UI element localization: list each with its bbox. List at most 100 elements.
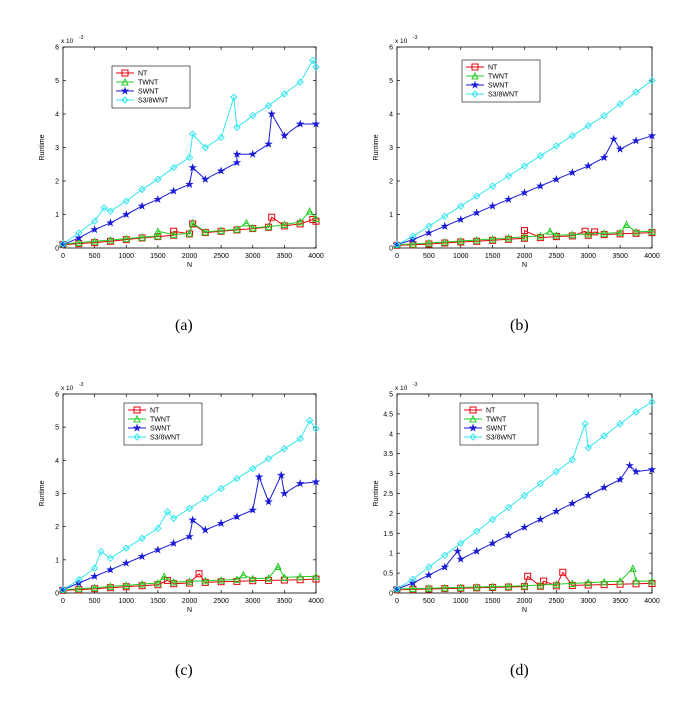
data-point <box>552 142 561 150</box>
data-point <box>599 483 609 492</box>
data-point <box>153 545 163 554</box>
y-exponent-label: x 10 <box>395 38 408 45</box>
data-point <box>296 78 304 86</box>
x-tick-label: 3000 <box>245 598 261 605</box>
legend-label: SWNT <box>486 426 507 433</box>
data-point <box>106 207 115 215</box>
data-point <box>274 562 282 570</box>
data-point <box>599 153 609 162</box>
data-point <box>122 210 131 219</box>
data-point <box>217 575 225 584</box>
data-point <box>600 231 608 239</box>
legend-marker <box>120 86 130 95</box>
data-point <box>201 525 210 534</box>
data-point <box>296 435 304 443</box>
data-point <box>488 538 497 547</box>
data-point <box>629 564 637 572</box>
series-swnt <box>58 470 321 594</box>
legend-marker <box>133 406 141 414</box>
data-point <box>264 101 273 110</box>
x-tick-label: 2500 <box>549 253 565 260</box>
x-tick-label: 1000 <box>453 253 469 260</box>
data-point <box>185 179 194 188</box>
data-point <box>505 235 513 243</box>
x-tick-label: 1500 <box>150 598 166 605</box>
chart-panel-d: 0 500 1000 1500 2000 2500 3000 3500 4000 0 0.5 1 1.5… <box>373 382 660 614</box>
series-line <box>396 223 653 246</box>
y-tick-label: 0 <box>55 591 59 598</box>
data-point <box>280 573 289 581</box>
data-point <box>185 577 194 585</box>
data-point <box>647 465 657 474</box>
data-point <box>185 504 194 513</box>
legend-label: S3/8WNT <box>488 92 519 99</box>
data-point <box>648 229 656 237</box>
legend: NT TWNT SWNT S3/8WNT <box>461 59 541 103</box>
x-tick-label: 4000 <box>308 598 324 605</box>
legend-marker <box>133 414 141 423</box>
data-point <box>97 547 105 556</box>
data-point <box>472 527 481 536</box>
data-point <box>154 581 162 589</box>
y-tick-label: 0 <box>55 246 59 253</box>
y-exponent-power: -3 <box>79 35 84 41</box>
chart-panel-b: 0 500 1000 1500 2000 2500 3000 3500 4000 0 1 2 3 4 5 6x… <box>373 35 660 269</box>
data-point <box>106 554 115 562</box>
data-point <box>457 202 465 210</box>
data-point <box>552 233 560 241</box>
data-point <box>312 214 320 223</box>
y-tick-label: 0 <box>389 591 393 598</box>
data-point <box>106 218 115 227</box>
x-tick-label: 0 <box>61 598 65 605</box>
data-point <box>472 208 481 217</box>
data-point <box>75 576 83 584</box>
data-point <box>264 454 273 463</box>
data-point <box>153 194 163 204</box>
data-point <box>536 231 545 240</box>
y-tick-label: 2 <box>389 511 393 518</box>
data-point <box>489 236 497 244</box>
data-point <box>106 584 114 592</box>
y-tick-label: 4 <box>55 458 59 465</box>
data-point <box>472 235 481 244</box>
series-swnt <box>58 109 321 249</box>
data-point <box>106 237 114 245</box>
data-point <box>248 505 257 514</box>
y-tick-label: 4.5 <box>383 411 393 418</box>
y-tick-label: 5 <box>55 425 59 432</box>
data-point <box>122 197 130 205</box>
data-point <box>456 583 465 591</box>
x-tick-label: 3000 <box>580 253 596 260</box>
data-point <box>521 234 528 242</box>
data-point <box>248 223 257 232</box>
legend-label: TWNT <box>488 74 509 81</box>
data-point <box>295 119 305 128</box>
data-point <box>648 227 656 235</box>
data-point <box>520 188 529 197</box>
y-axis-label: Runtime <box>39 134 46 160</box>
data-point <box>233 474 241 483</box>
x-tick-label: 2000 <box>182 253 198 260</box>
data-point <box>280 220 289 229</box>
data-point <box>600 229 608 237</box>
data-point <box>441 237 449 246</box>
caption-a: (a) <box>175 317 193 334</box>
series-line <box>396 401 653 590</box>
data-point <box>154 524 162 533</box>
data-point <box>488 182 497 190</box>
data-point <box>568 230 577 239</box>
x-tick-label: 1000 <box>453 598 469 605</box>
data-point <box>472 192 481 200</box>
data-point <box>249 464 257 473</box>
legend-label: SWNT <box>150 426 171 433</box>
legend-marker <box>471 63 479 71</box>
y-tick-label: 3 <box>389 145 393 152</box>
series-s3-8wnt <box>59 416 320 594</box>
data-point <box>122 583 130 591</box>
data-point <box>232 512 242 521</box>
data-point <box>201 494 210 503</box>
data-point <box>632 88 640 96</box>
y-tick-label: 6 <box>55 45 59 52</box>
data-point <box>75 229 83 237</box>
y-tick-label: 1 <box>55 212 59 219</box>
